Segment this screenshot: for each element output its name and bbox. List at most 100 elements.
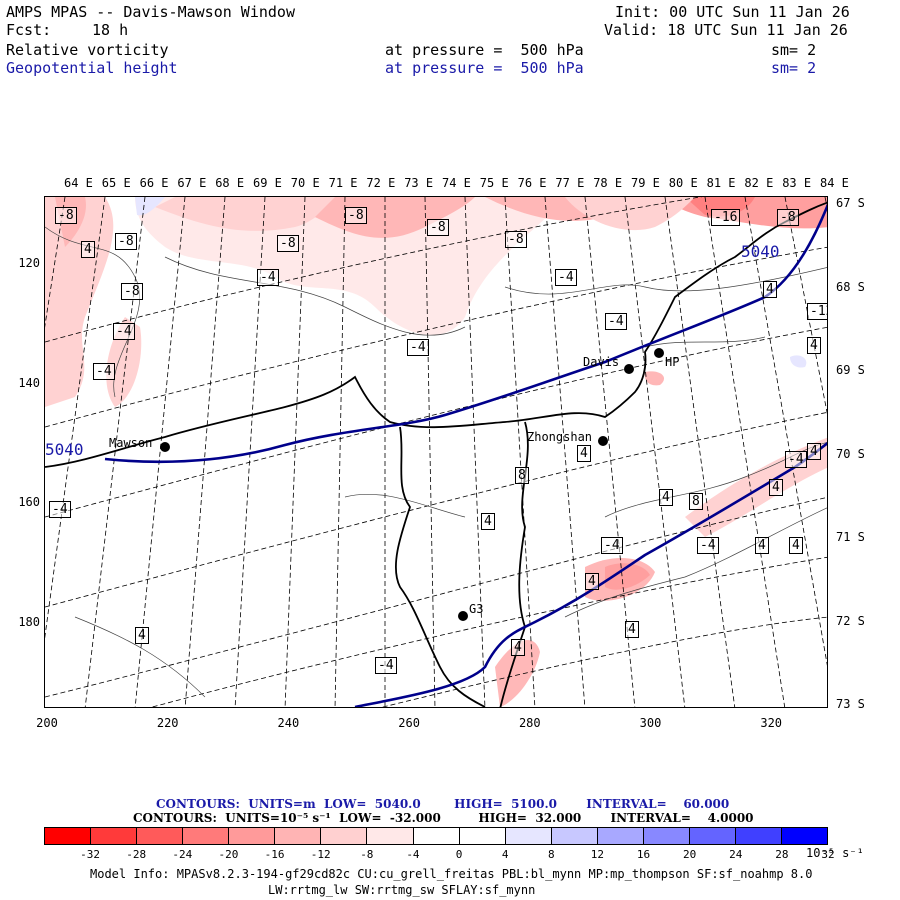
davis-marker (624, 364, 634, 374)
positive-vorticity-shading (135, 197, 807, 368)
vorticity-contour-label: -4 (601, 537, 623, 554)
longitude-label: 75 E (479, 176, 509, 190)
x-axis-label: 280 (518, 716, 541, 730)
field1-smoothing: sm= 2 (771, 41, 817, 59)
longitude-label: 73 E (404, 176, 434, 190)
vorticity-contour-label: 4 (511, 639, 525, 656)
vorticity-contour-label: -4 (697, 537, 719, 554)
x-axis-label: 240 (277, 716, 300, 730)
colorbar-cell (183, 828, 230, 844)
vorticity-contour-label: -8 (55, 207, 77, 224)
height-label-left: 5040 (45, 440, 84, 459)
colorbar-tick-label: -12 (310, 848, 331, 861)
station-label-g3: G3 (469, 602, 484, 616)
forecast-label: Fcst: (6, 21, 52, 39)
colorbar-cell (91, 828, 138, 844)
latitude-label: 71 S (836, 530, 865, 544)
longitude-label: 76 E (517, 176, 547, 190)
vorticity-contour-label: 4 (807, 337, 821, 354)
colorbar-tick-label: 0 (455, 848, 463, 861)
longitude-label: 71 E (328, 176, 358, 190)
vorticity-contour-label: -4 (375, 657, 397, 674)
vorticity-contour-label: -4 (113, 323, 135, 340)
colorbar-cell (782, 828, 828, 844)
longitude-label: 67 E (177, 176, 207, 190)
y-axis-label: 140 (18, 375, 40, 390)
vorticity-contour-label: -8 (121, 283, 143, 300)
colorbar-cell (551, 828, 598, 844)
colorbar-cell (367, 828, 414, 844)
longitude-label: 66 E (139, 176, 169, 190)
x-axis-label: 200 (36, 716, 58, 730)
latitude-label: 69 S (836, 363, 865, 377)
vorticity-contour-label: 4 (789, 537, 803, 554)
longitude-label: 80 E (668, 176, 698, 190)
vorticity-contours (45, 226, 827, 698)
vorticity-contour-label: 8 (515, 467, 529, 484)
height-label-right: 5040 (741, 242, 780, 261)
vorticity-contour-label: -4 (93, 363, 115, 380)
x-axis-label: 300 (639, 716, 662, 730)
colorbar-cell (413, 828, 460, 844)
colorbar-tick-label: -8 (360, 848, 374, 861)
vorticity-contour-label: -16 (711, 209, 741, 226)
field2-smoothing: sm= 2 (771, 59, 817, 77)
longitude-label: 83 E (782, 176, 812, 190)
latitude-label: 68 S (836, 279, 865, 294)
vorticity-contour-label: -8 (345, 207, 367, 224)
colorbar-tick-label: -16 (264, 848, 285, 861)
longitude-label: 65 E (101, 176, 131, 190)
colorbar-cell (643, 828, 690, 844)
colorbar-tick-label: 12 (590, 848, 605, 861)
colorbar-units: 10⁻⁵ s⁻¹ (806, 846, 864, 860)
g3-marker (458, 611, 468, 621)
x-axis-label: 260 (398, 716, 420, 730)
station-label-hp: HP (665, 355, 680, 369)
colorbar-tick-label: -4 (406, 848, 420, 861)
colorbar-tick-label: -32 (80, 848, 101, 861)
vorticity-contour-label: -4 (257, 269, 279, 286)
forecast-hour: 18 h (92, 21, 129, 39)
model-info: Model Info: MPASv8.2.3-194-gf29cd82c CU:… (90, 867, 813, 881)
vorticity-contour-label: 4 (807, 443, 821, 460)
y-axis-label: 160 (18, 495, 40, 509)
colorbar-cell (137, 828, 184, 844)
y-axis-label: 120 (18, 256, 40, 270)
colorbar-cell (735, 828, 782, 844)
colorbar-cell (275, 828, 322, 844)
field1-level: at pressure = 500 hPa (385, 41, 584, 59)
colorbar-tick-label: 4 (501, 848, 509, 861)
vorticity-contour-label: 4 (585, 573, 599, 590)
vorticity-contour-label: -12 (807, 303, 827, 320)
mawson-marker (160, 442, 170, 452)
colorbar-cell (321, 828, 368, 844)
longitude-label: 69 E (253, 176, 282, 190)
field1-name: Relative vorticity (6, 41, 169, 59)
longitude-label: 78 E (593, 176, 623, 190)
longitude-label: 74 E (442, 176, 471, 190)
colorbar-tick-label: 28 (775, 848, 789, 861)
y-axis-label: 180 (18, 614, 40, 629)
colorbar-tick-label: -28 (126, 848, 147, 861)
vorticity-contour-label: -4 (605, 313, 627, 330)
station-label-zhongshan: Zhongshan (527, 430, 593, 444)
longitude-label: 77 E (555, 176, 585, 190)
vorticity-contour-label: 4 (481, 513, 495, 530)
field2-level: at pressure = 500 hPa (385, 59, 584, 77)
colorbar-tick-label: 24 (729, 848, 743, 861)
x-axis-label: 320 (760, 716, 783, 730)
legend-vorticity-contours: CONTOURS: UNITS=10⁻⁵ s⁻¹ LOW= -32.000 HI… (133, 811, 754, 825)
map-plot-area: Mawson Davis Zhongshan HP G3 5040 5040 -… (44, 196, 828, 708)
colorbar-cell (45, 828, 92, 844)
longitude-label: 68 E (215, 176, 245, 190)
colorbar-cell (505, 828, 552, 844)
vorticity-contour-label: 4 (755, 537, 769, 554)
vorticity-contour-label: 4 (763, 281, 777, 298)
colorbar-tick-label: -24 (172, 848, 193, 861)
colorbar-cell (459, 828, 506, 844)
vorticity-contour-label: 4 (81, 241, 95, 258)
vorticity-contour-label: 4 (135, 627, 149, 644)
longitude-label: 70 E (290, 176, 320, 190)
colorbar-cell (229, 828, 276, 844)
latitude-label: 72 S (836, 613, 865, 628)
